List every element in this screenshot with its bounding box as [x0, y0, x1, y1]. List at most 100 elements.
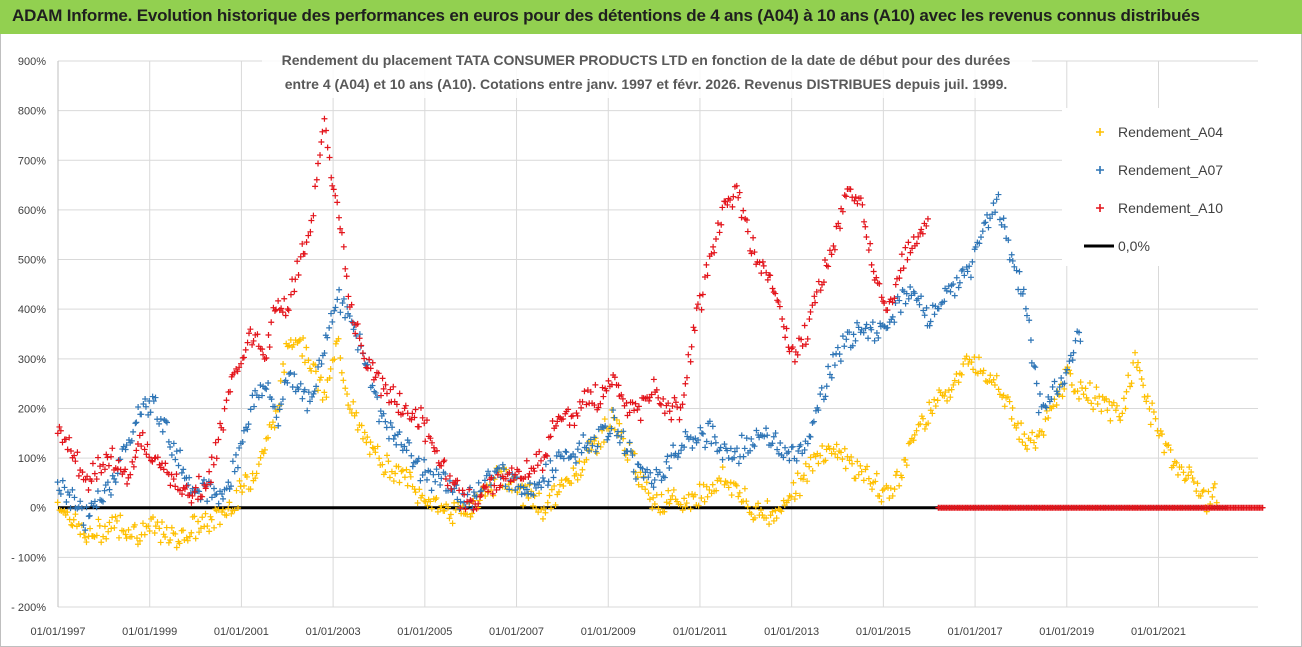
data-point: [927, 318, 934, 325]
data-point: [677, 404, 684, 411]
data-point: [95, 454, 102, 461]
data-point: [923, 304, 930, 311]
data-point: [518, 491, 525, 498]
data-point: [236, 444, 243, 451]
data-point: [1069, 357, 1076, 364]
data-point: [1128, 380, 1135, 387]
y-tick-label: 200%: [18, 403, 46, 415]
data-point: [279, 309, 286, 316]
data-point: [438, 462, 445, 469]
data-point: [889, 313, 896, 320]
data-point: [540, 505, 547, 512]
data-point: [576, 440, 583, 447]
data-point: [770, 289, 777, 296]
data-point: [864, 463, 871, 470]
data-point: [919, 230, 926, 237]
data-point: [837, 358, 844, 365]
data-point: [1072, 337, 1079, 344]
data-point: [93, 476, 100, 483]
data-point: [538, 457, 545, 464]
data-point: [233, 487, 240, 494]
data-point: [741, 445, 748, 452]
data-point: [675, 450, 682, 457]
data-point: [672, 399, 679, 406]
data-point: [162, 533, 169, 540]
data-point: [984, 211, 991, 218]
y-tick-label: - 100%: [11, 552, 46, 564]
data-point: [124, 480, 131, 487]
data-point: [682, 380, 689, 387]
data-point: [764, 432, 771, 439]
data-point: [627, 448, 634, 455]
data-point: [849, 460, 856, 467]
data-point: [268, 396, 275, 403]
data-point: [454, 496, 461, 503]
data-point: [226, 499, 233, 506]
data-point: [390, 478, 397, 485]
data-point: [128, 437, 135, 444]
data-point: [711, 249, 718, 256]
data-point: [1077, 379, 1084, 386]
data-point: [332, 340, 339, 347]
data-point: [993, 372, 1000, 379]
data-point: [902, 456, 909, 463]
data-point: [722, 198, 729, 205]
data-point: [1188, 469, 1195, 476]
data-point: [145, 523, 152, 530]
data-point: [376, 418, 383, 425]
data-point: [290, 341, 297, 348]
data-point: [310, 212, 317, 219]
data-point: [1107, 417, 1114, 424]
data-point: [823, 446, 830, 453]
data-point: [417, 404, 424, 411]
data-point: [402, 402, 409, 409]
data-point: [1194, 480, 1201, 487]
data-point: [412, 406, 419, 413]
data-point: [261, 446, 268, 453]
data-point: [227, 388, 234, 395]
data-point: [95, 516, 102, 523]
data-point: [199, 493, 206, 500]
data-point: [287, 291, 294, 298]
data-point: [100, 498, 107, 505]
data-point: [236, 364, 243, 371]
data-point: [314, 387, 321, 394]
data-point: [788, 493, 795, 500]
data-point: [893, 468, 900, 475]
data-point: [383, 390, 390, 397]
data-point: [445, 504, 452, 511]
data-point: [273, 414, 280, 421]
data-point: [728, 492, 735, 499]
data-point: [650, 484, 657, 491]
data-point: [392, 470, 399, 477]
data-point: [69, 486, 76, 493]
data-point: [1123, 388, 1130, 395]
data-point: [965, 360, 972, 367]
data-point: [482, 493, 489, 500]
data-point: [318, 139, 325, 146]
data-point: [1074, 388, 1081, 395]
data-point: [255, 394, 262, 401]
data-point: [828, 450, 835, 457]
data-point: [282, 312, 289, 319]
data-point: [331, 356, 338, 363]
data-point: [611, 374, 618, 381]
data-point: [208, 454, 215, 461]
data-point: [809, 419, 816, 426]
data-point: [773, 515, 780, 522]
data-point: [828, 251, 835, 258]
legend-marker: [1096, 166, 1104, 174]
data-point: [247, 486, 254, 493]
data-point: [66, 434, 73, 441]
data-point: [421, 456, 428, 463]
data-point: [131, 521, 138, 528]
data-point: [515, 468, 522, 475]
data-marks: [54, 115, 1266, 551]
data-point: [608, 425, 615, 432]
data-point: [905, 239, 912, 246]
data-point: [141, 446, 148, 453]
data-point: [475, 479, 482, 486]
data-point: [1259, 504, 1266, 511]
data-point: [573, 410, 580, 417]
data-point: [358, 422, 365, 429]
